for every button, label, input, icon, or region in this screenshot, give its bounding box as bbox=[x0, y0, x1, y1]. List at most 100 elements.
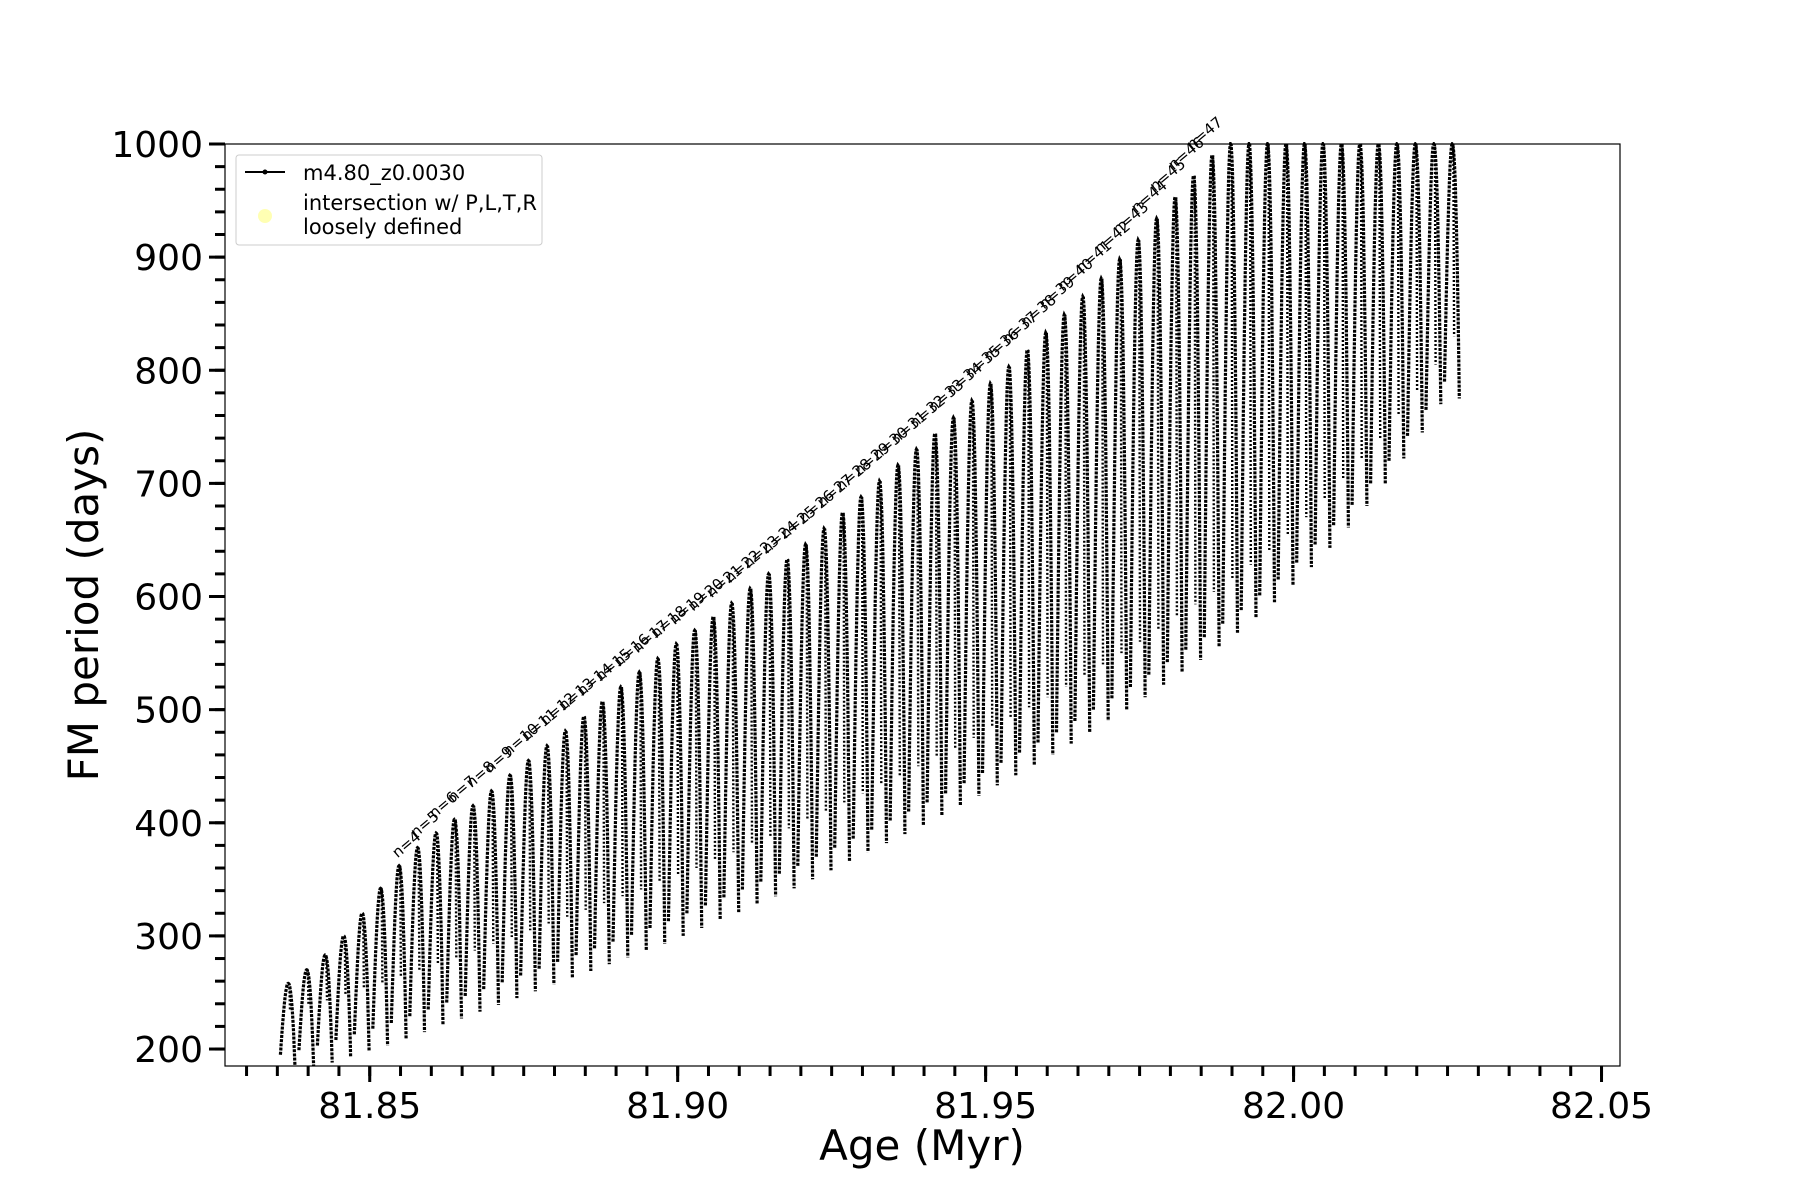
x-axis: 81.85 81.90 81.95 82.00 82.05 bbox=[245, 1066, 1653, 1127]
series-cycle-dropline bbox=[343, 935, 347, 995]
plot-frame bbox=[224, 143, 1621, 1067]
x-tick-label: 82.05 bbox=[1550, 1086, 1653, 1127]
series-cycle-line bbox=[574, 713, 593, 972]
series-cycle-dropline bbox=[879, 481, 883, 785]
series-cycle-dropline bbox=[417, 847, 421, 972]
series-cycle-line bbox=[999, 363, 1018, 776]
series-cycle-dropline bbox=[602, 701, 606, 904]
series-cycle-line bbox=[1202, 150, 1221, 647]
series-cycle-dropline bbox=[713, 616, 717, 861]
series-cycle-dropline bbox=[362, 913, 366, 990]
y-tick-label: 800 bbox=[134, 351, 203, 392]
series-cycle-dropline bbox=[934, 433, 938, 758]
series-cycle-line bbox=[980, 379, 999, 786]
series-cycle-dropline bbox=[1415, 143, 1419, 391]
series-cycle-line bbox=[1165, 193, 1184, 673]
series-cycle-dropline bbox=[897, 465, 901, 776]
series-cycle-dropline bbox=[380, 888, 384, 984]
series-cycle-dropline bbox=[842, 512, 846, 803]
x-axis-label: Age (Myr) bbox=[819, 1121, 1025, 1170]
series-cycle-dropline bbox=[1396, 143, 1400, 416]
series-cycle-line bbox=[1221, 142, 1240, 633]
series-cycle-line bbox=[777, 556, 796, 889]
series-cycle-line bbox=[371, 886, 390, 1046]
series-cycle-dropline bbox=[1008, 366, 1012, 718]
series-cycle-line bbox=[1017, 346, 1036, 766]
series-layer bbox=[278, 142, 1461, 1066]
series-cycle-dropline bbox=[472, 805, 476, 951]
series-cycle-dropline bbox=[583, 716, 587, 910]
series-cycle-line bbox=[851, 493, 870, 853]
series-cycle-line bbox=[648, 655, 667, 944]
series-cycle-dropline bbox=[639, 672, 643, 890]
series-cycle-line bbox=[1387, 142, 1406, 461]
series-cycle-line bbox=[592, 698, 611, 965]
series-cycle-dropline bbox=[1174, 197, 1179, 617]
series-cycle-line bbox=[1258, 142, 1277, 603]
series-cycle-line bbox=[740, 585, 759, 905]
series-cycle-dropline bbox=[1230, 143, 1234, 579]
series-cycle-dropline bbox=[1341, 143, 1345, 481]
series-cycle-dropline bbox=[1378, 143, 1382, 439]
series-cycle-dropline bbox=[694, 630, 698, 869]
series-cycle-line bbox=[1036, 328, 1055, 755]
series-cycle-dropline bbox=[768, 573, 772, 837]
series-cycle-line bbox=[611, 684, 630, 958]
series-cycle-line bbox=[482, 788, 501, 1005]
series-cycle-dropline bbox=[1193, 175, 1197, 605]
series-cycle-line bbox=[1332, 142, 1350, 528]
series-cycle-dropline bbox=[787, 559, 791, 829]
series-cycle-line bbox=[907, 445, 925, 826]
series-cycle-dropline bbox=[750, 588, 754, 845]
series-cycle-line bbox=[537, 743, 556, 985]
y-tick-label: 500 bbox=[134, 691, 203, 732]
series-cycle-dropline bbox=[1433, 143, 1437, 365]
series-cycle-line bbox=[1073, 292, 1092, 733]
y-tick-label: 300 bbox=[134, 917, 203, 958]
series-cycle-line bbox=[1442, 142, 1461, 399]
series-cycle-dropline bbox=[435, 832, 440, 965]
series-cycle-dropline bbox=[1285, 143, 1290, 535]
series-cycle-dropline bbox=[1211, 155, 1216, 593]
y-axis-label: FM period (days) bbox=[59, 429, 108, 782]
series-cycle-line bbox=[297, 968, 316, 1066]
series-cycle-line bbox=[629, 669, 648, 951]
series-cycle-dropline bbox=[860, 496, 864, 794]
series-cycle-line bbox=[703, 613, 722, 921]
series-cycle-dropline bbox=[1101, 278, 1105, 665]
series-cycle-line bbox=[389, 863, 408, 1039]
series-cycle-dropline bbox=[288, 983, 292, 1010]
series-cycle-line bbox=[1054, 310, 1073, 744]
series-cycle-dropline bbox=[953, 417, 957, 749]
y-tick-label: 1000 bbox=[111, 125, 203, 166]
y-tick-label: 200 bbox=[134, 1030, 203, 1071]
series-cycle-dropline bbox=[399, 865, 403, 978]
series-cycle-dropline bbox=[1359, 143, 1363, 460]
series-cycle-line bbox=[1091, 274, 1110, 722]
y-tick-label: 400 bbox=[134, 804, 203, 845]
series-cycle-dropline bbox=[528, 760, 532, 931]
series-cycle-line bbox=[519, 758, 537, 992]
series-cycle-line bbox=[1405, 142, 1424, 436]
series-cycle-line bbox=[796, 541, 815, 880]
series-cycle-line bbox=[962, 396, 981, 796]
x-tick-label: 81.95 bbox=[934, 1086, 1037, 1127]
series-cycle-dropline bbox=[306, 969, 310, 1005]
x-tick-label: 81.90 bbox=[626, 1086, 729, 1127]
y-axis: 200 300 400 500 600 700 800 900 1000 bbox=[111, 125, 225, 1071]
series-cycle-dropline bbox=[657, 658, 661, 883]
legend-box bbox=[235, 154, 543, 246]
series-cycle-dropline bbox=[491, 791, 495, 944]
series-cycle-line bbox=[315, 953, 334, 1063]
series-cycle-dropline bbox=[676, 643, 680, 876]
series-cycle-dropline bbox=[805, 544, 809, 821]
series-cycle-line bbox=[925, 430, 944, 817]
series-cycle-dropline bbox=[823, 528, 828, 812]
series-cycle-dropline bbox=[546, 745, 550, 924]
series-cycle-line bbox=[944, 414, 962, 806]
series-cycle-line bbox=[445, 817, 464, 1019]
legend-dot-marker bbox=[262, 169, 268, 175]
y-tick-label: 900 bbox=[134, 238, 203, 279]
series-cycle-line bbox=[1350, 142, 1369, 507]
